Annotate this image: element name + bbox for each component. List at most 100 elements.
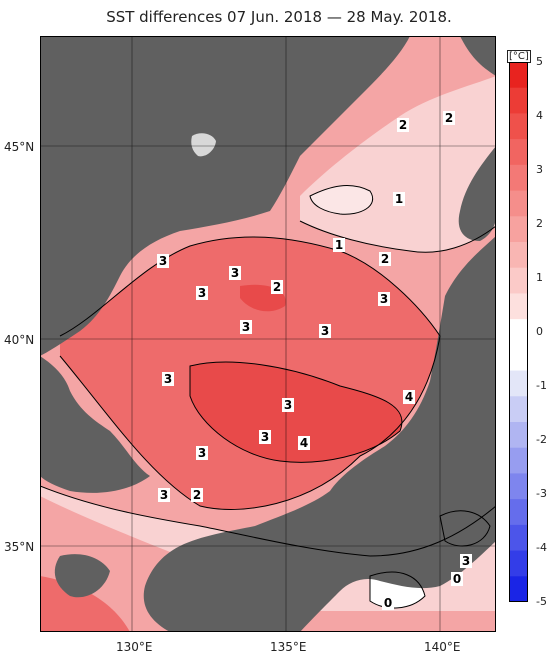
colorbar-tick-label: -1 (536, 379, 547, 392)
lon-tick-140: 140°E (424, 640, 461, 654)
contour-label: 3 (160, 488, 168, 502)
lat-tick-45: 45°N (4, 140, 35, 154)
contour-label-bg (271, 280, 283, 294)
land-hokkaido (458, 146, 496, 241)
colorbar-step (509, 139, 528, 166)
contour-label-bg (157, 254, 169, 268)
graticule (40, 36, 496, 632)
colorbar-steps (509, 62, 528, 602)
land-sakhalin (460, 36, 496, 76)
contour-label: 4 (405, 390, 413, 404)
lake-island (191, 133, 216, 157)
contour-label: 2 (399, 118, 407, 132)
contour-label: 3 (380, 292, 388, 306)
colorbar-tick-label: -2 (536, 433, 547, 446)
colorbar-step (509, 164, 528, 192)
contour-label-bg (240, 320, 252, 334)
contour-label-bg (378, 292, 390, 306)
contour-label: 3 (159, 254, 167, 268)
contour-label-bg (333, 238, 345, 252)
contour-label-bg (229, 266, 241, 280)
colorbar-step (509, 319, 528, 346)
contour-label: 3 (164, 372, 172, 386)
colorbar-step (509, 344, 528, 372)
neutral-zone-north (310, 185, 373, 215)
contour-label-bg (443, 111, 455, 125)
contour-label-bg (403, 390, 415, 404)
contour-label-bg (162, 372, 174, 386)
contour-label-bg (282, 398, 294, 412)
land-kyushu (54, 554, 110, 598)
contour-label: 3 (198, 286, 206, 300)
contour-label-bg (191, 488, 203, 502)
colorbar-unit: [°C] (507, 50, 531, 63)
contour-label-bg (158, 488, 170, 502)
contour-label: 0 (384, 596, 392, 610)
contour-label: 3 (198, 446, 206, 460)
contour-label-bg (196, 286, 208, 300)
colorbar-tick-label: -5 (536, 595, 547, 608)
map-frame (40, 36, 496, 632)
contour-label-bg (259, 430, 271, 444)
contour-label: 3 (321, 324, 329, 338)
contour-label-bg (451, 572, 463, 586)
contour-label: 3 (231, 266, 239, 280)
contour-label-bg (460, 554, 472, 568)
land-korea (40, 356, 150, 493)
colorbar-step (509, 87, 528, 114)
warm-zone-4 (190, 362, 402, 463)
sea-southwest (40, 576, 130, 632)
contour-label: 2 (273, 280, 281, 294)
contour-label: 1 (335, 238, 343, 252)
colorbar-step (509, 499, 528, 526)
colorbar-step (509, 576, 528, 602)
colorbar-tick-label: 5 (536, 55, 543, 68)
colorbar-step (509, 267, 528, 294)
contour-label: 1 (395, 192, 403, 206)
colorbar-step (509, 370, 528, 397)
colorbar-tick-label: 3 (536, 163, 543, 176)
colorbar-tick-label: 0 (536, 325, 543, 338)
land-asia (40, 36, 410, 356)
contour-label-bg (379, 252, 391, 266)
colorbar-step (509, 422, 528, 449)
colorbar-step (509, 550, 528, 577)
colorbar-step (509, 524, 528, 552)
colorbar-step (509, 473, 528, 500)
colorbar-step (509, 62, 528, 89)
colorbar-tick-label: 4 (536, 109, 543, 122)
lon-tick-135: 135°E (270, 640, 307, 654)
contour-label: 3 (242, 320, 250, 334)
colorbar-step (509, 396, 528, 423)
colorbar-tick-label: 2 (536, 217, 543, 230)
colorbar-step (509, 190, 528, 217)
colorbar-tick-label: -3 (536, 487, 547, 500)
land-shikoku (170, 583, 264, 616)
colorbar-step (509, 216, 528, 243)
contour-label-bg (319, 324, 331, 338)
contour-label: 3 (284, 398, 292, 412)
colorbar-step (509, 447, 528, 474)
lon-tick-130: 130°E (116, 640, 153, 654)
lat-tick-40: 40°N (4, 333, 35, 347)
colorbar-tick-label: -4 (536, 541, 547, 554)
contour-label: 4 (300, 436, 308, 450)
contour-label: 3 (261, 430, 269, 444)
contour-label: 0 (453, 572, 461, 586)
contour-label-bg (298, 436, 310, 450)
colorbar-tick-label: 1 (536, 271, 543, 284)
contour-label-bg (393, 192, 405, 206)
contour-label: 2 (193, 488, 201, 502)
contour-label-bg (397, 118, 409, 132)
lat-tick-35: 35°N (4, 540, 35, 554)
colorbar-step (509, 242, 528, 269)
contour-label: 3 (462, 554, 470, 568)
map-title: SST differences 07 Jun. 2018 — 28 May. 2… (106, 8, 452, 26)
contour-label: 2 (381, 252, 389, 266)
colorbar-step (509, 113, 528, 140)
colorbar (509, 62, 528, 602)
contour-label-bg (196, 446, 208, 460)
contour-label: 2 (445, 111, 453, 125)
